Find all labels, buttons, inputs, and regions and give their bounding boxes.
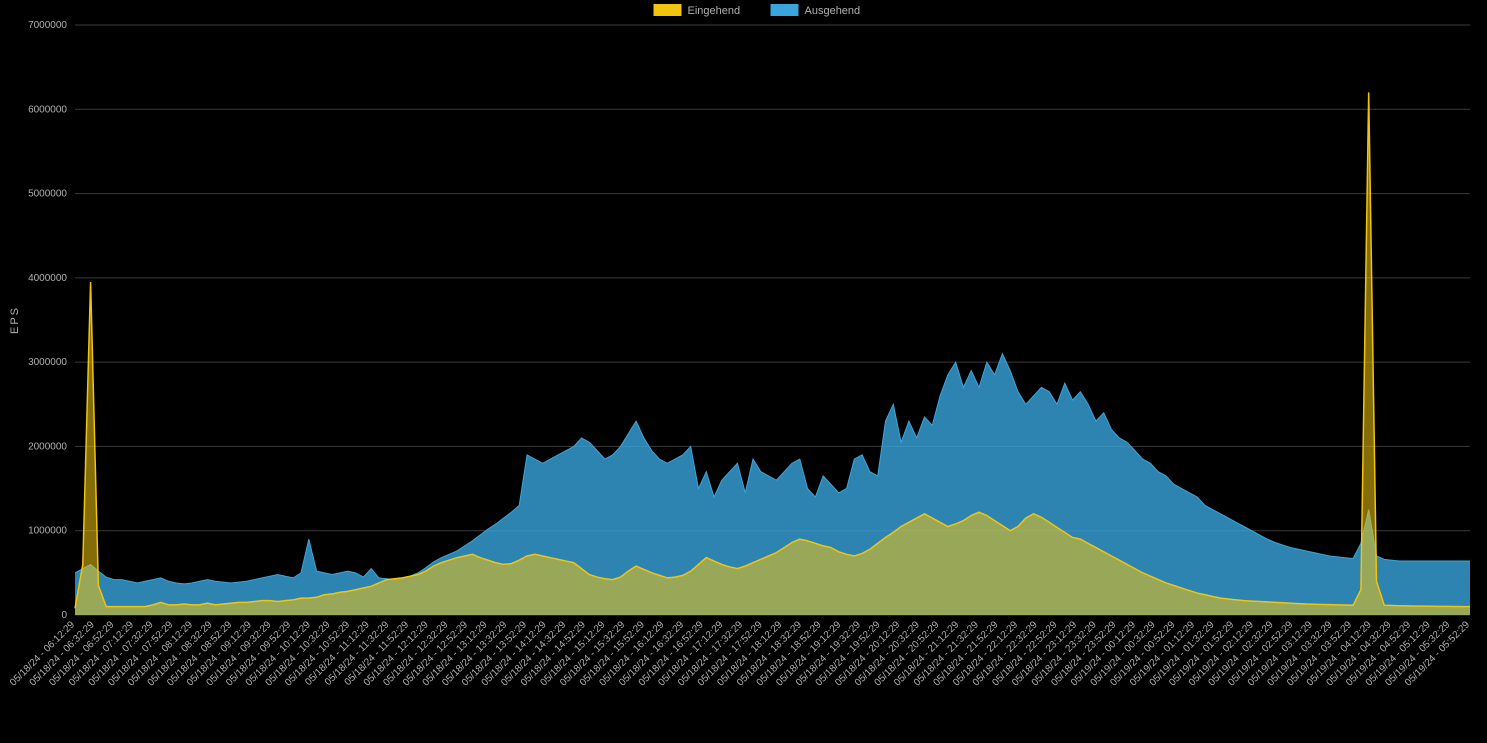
chart-svg: 0 1000000 2000000 3000000 4000000 5000000 6000… xyxy=(0,0,1487,743)
legend-swatch xyxy=(771,4,799,16)
y-tick-label: 5000000 xyxy=(28,189,67,200)
y-tick-label: 0 xyxy=(61,610,67,621)
y-tick-label: 2000000 xyxy=(28,441,67,452)
y-axis-title: EPS xyxy=(9,306,21,334)
y-tick-label: 6000000 xyxy=(28,104,67,115)
legend-swatch xyxy=(654,4,682,16)
y-tick-label: 7000000 xyxy=(28,20,67,31)
y-tick-label: 4000000 xyxy=(28,273,67,284)
y-tick-label: 3000000 xyxy=(28,357,67,368)
area-chart: 0 1000000 2000000 3000000 4000000 5000000 6000… xyxy=(0,0,1487,743)
legend-label: Ausgehend xyxy=(805,5,861,17)
legend-label: Eingehend xyxy=(688,5,741,17)
y-tick-label: 1000000 xyxy=(28,526,67,537)
